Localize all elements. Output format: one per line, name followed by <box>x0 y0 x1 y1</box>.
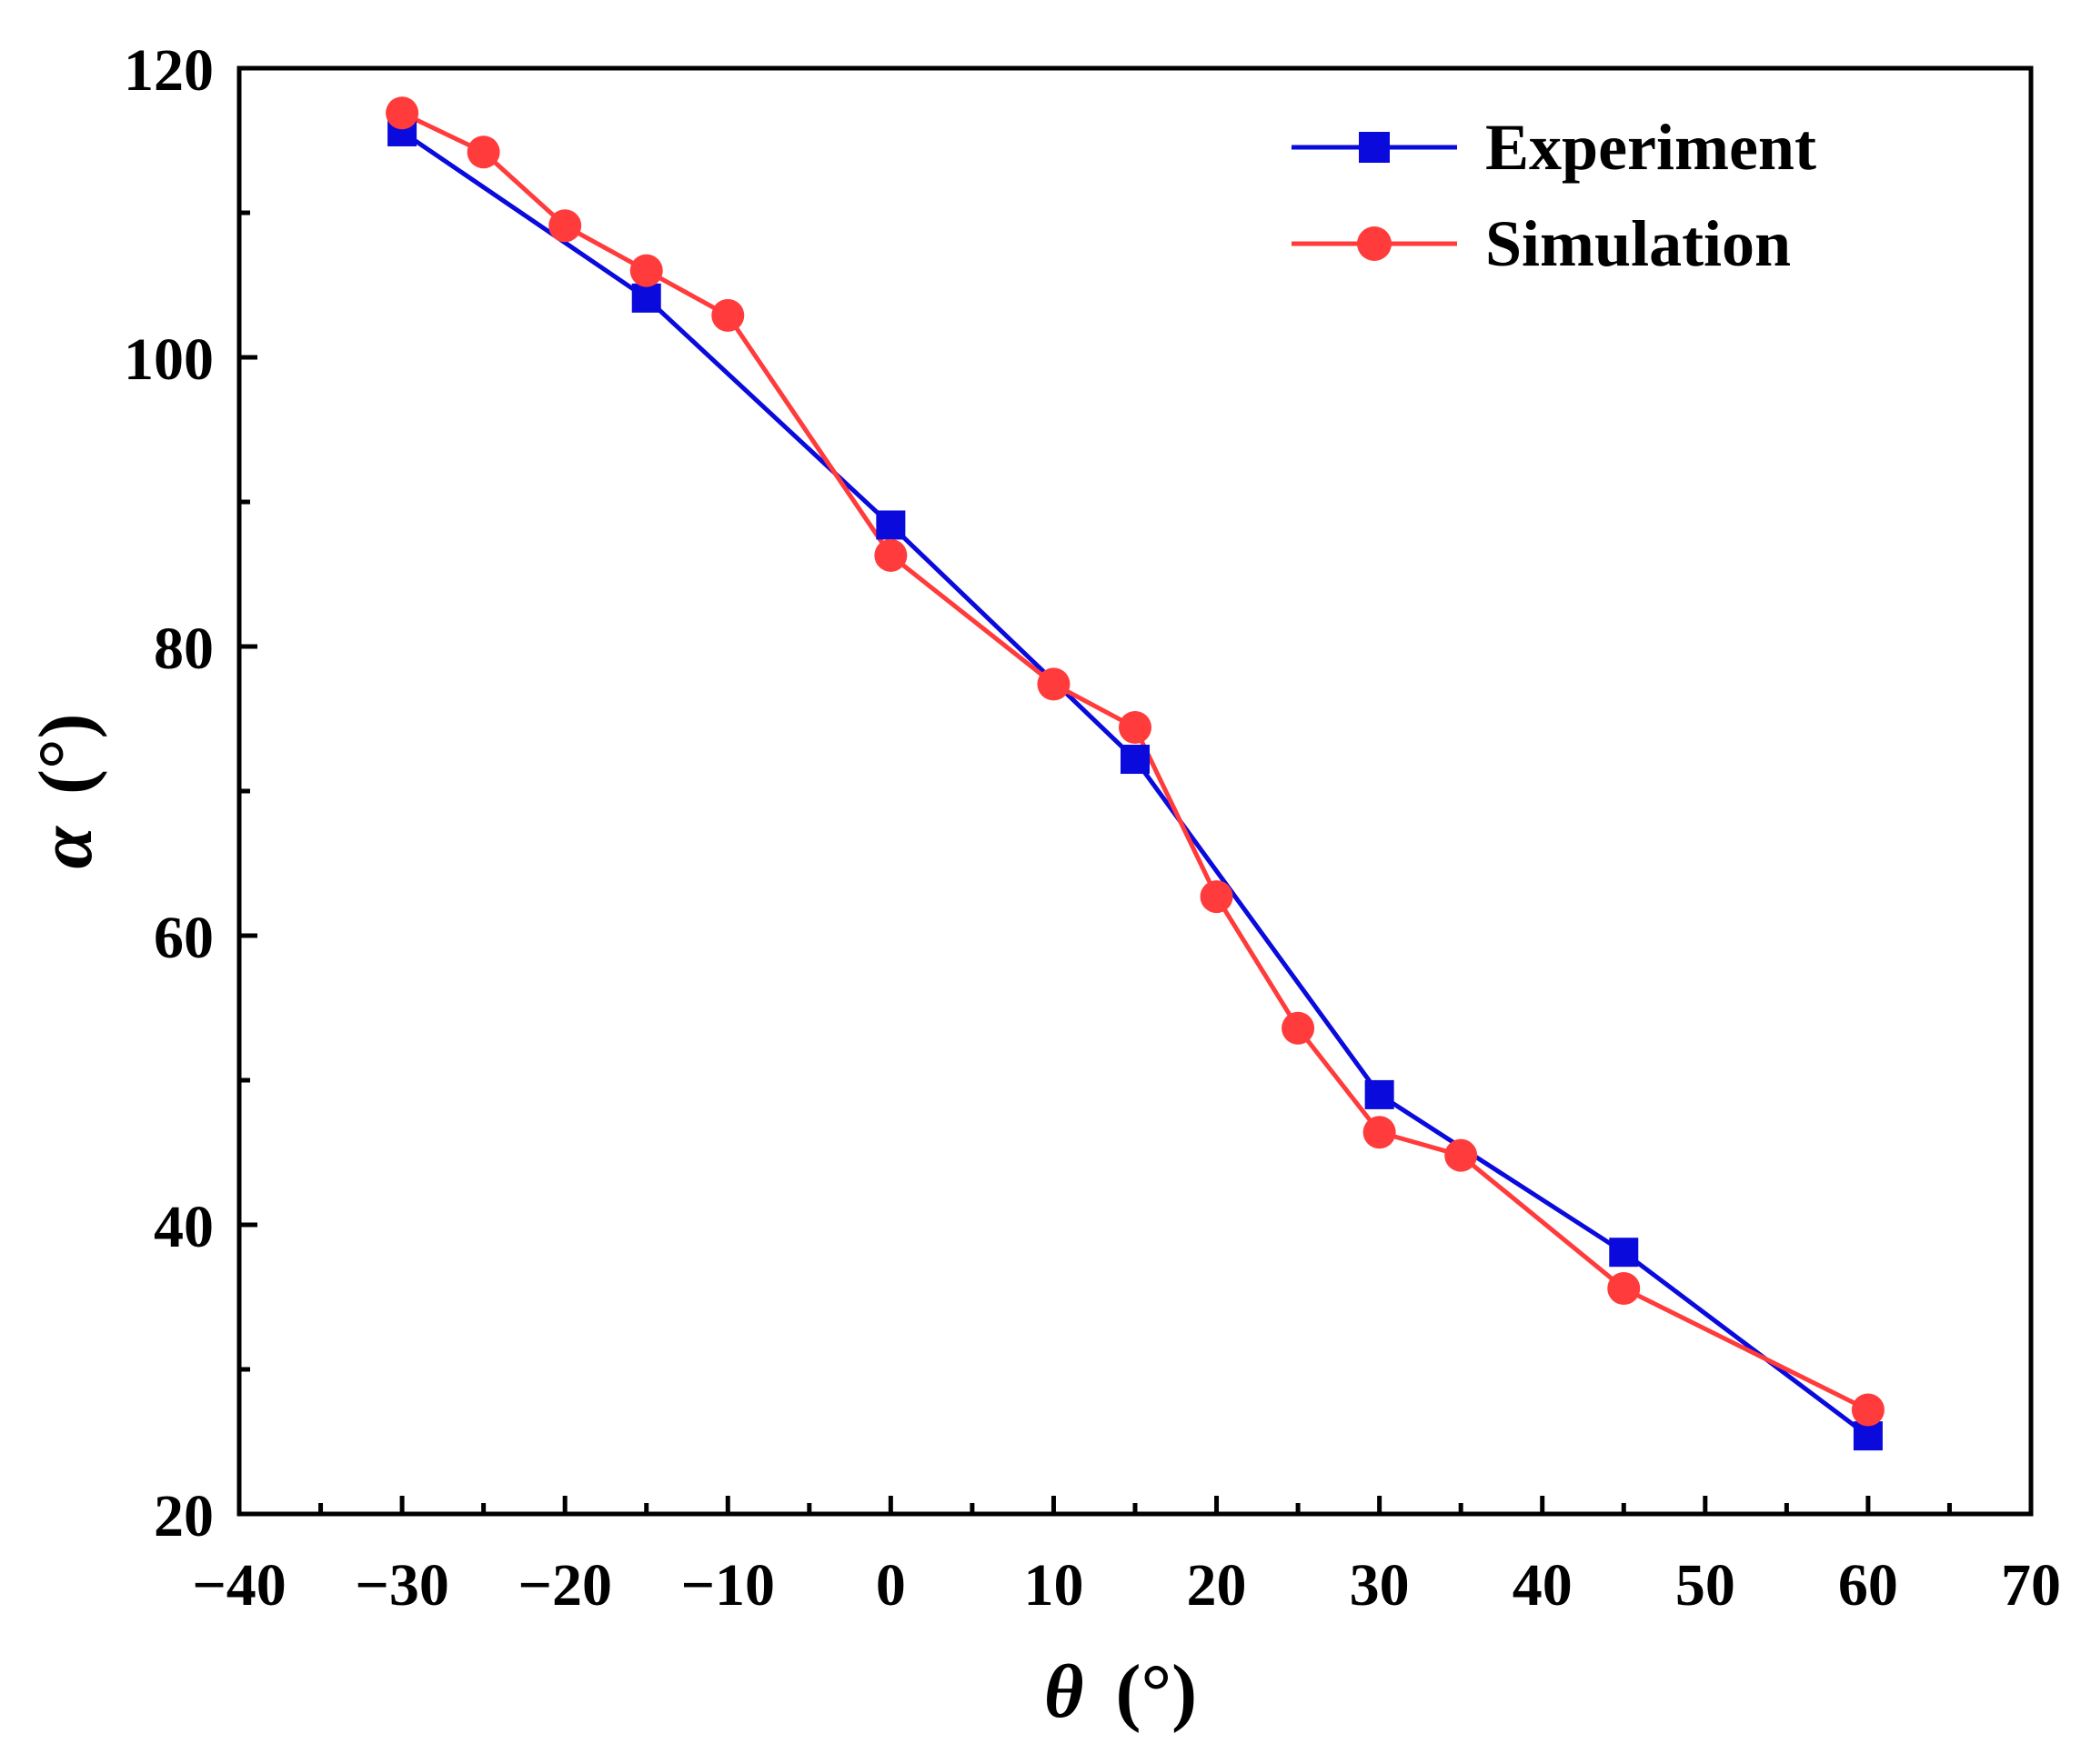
x-tick-label: 70 <box>2001 1552 2061 1619</box>
legend-label-experiment: Experiment <box>1485 111 1816 184</box>
axes: −40 −30 −20 −10 0 10 20 30 40 50 60 70 20 40 60 80 100 12… <box>124 37 2061 1619</box>
data-point-simulation <box>1282 1011 1315 1045</box>
x-tick-label: −30 <box>355 1552 449 1619</box>
y-axis-symbol: α <box>24 826 108 869</box>
x-tick-label: −10 <box>680 1552 775 1619</box>
y-tick-label: 80 <box>154 616 214 682</box>
x-tick-label: 0 <box>876 1552 906 1619</box>
series-layer <box>386 96 1885 1451</box>
data-point-simulation <box>386 96 419 130</box>
data-point-simulation <box>1362 1116 1396 1149</box>
data-point-simulation <box>467 135 500 169</box>
data-point-simulation <box>1444 1138 1478 1172</box>
y-tick-label: 120 <box>124 37 214 104</box>
data-point-experiment <box>1364 1079 1394 1109</box>
data-point-simulation <box>548 209 582 243</box>
data-point-experiment <box>631 283 661 313</box>
y-axis-unit: (°) <box>24 713 108 795</box>
legend-marker-experiment <box>1359 132 1390 163</box>
x-axis-symbol: θ <box>1044 1649 1084 1734</box>
legend-label-simulation: Simulation <box>1485 207 1791 280</box>
plot-frame <box>236 65 2034 1517</box>
x-tick-label: 30 <box>1350 1552 1410 1619</box>
data-point-simulation <box>711 298 745 332</box>
data-point-experiment <box>1121 745 1150 775</box>
data-point-simulation <box>1119 711 1151 745</box>
data-point-experiment <box>1609 1238 1639 1268</box>
data-point-simulation <box>1037 667 1071 701</box>
x-tick-label: −20 <box>518 1552 612 1619</box>
y-tick-label: 100 <box>124 326 214 393</box>
x-tick-label: 20 <box>1187 1552 1247 1619</box>
x-tick-label: 10 <box>1023 1552 1083 1619</box>
data-point-experiment <box>876 510 906 540</box>
y-tick-label: 20 <box>154 1483 214 1549</box>
legend-marker-simulation <box>1357 226 1392 261</box>
legend: Experiment Simulation <box>1292 111 1816 280</box>
x-tick-label: 60 <box>1838 1552 1898 1619</box>
x-axis-unit: (°) <box>1116 1649 1198 1734</box>
data-point-simulation <box>1200 880 1233 914</box>
x-tick-label: 50 <box>1675 1552 1735 1619</box>
data-point-simulation <box>629 254 663 287</box>
data-point-simulation <box>1851 1393 1885 1427</box>
data-point-simulation <box>1607 1271 1641 1305</box>
y-tick-label: 40 <box>154 1194 214 1260</box>
y-axis-label: α (°) <box>24 713 108 868</box>
x-axis-label: θ (°) <box>1044 1649 1197 1734</box>
x-tick-label: 40 <box>1513 1552 1573 1619</box>
x-tick-label: −40 <box>192 1552 287 1619</box>
y-tick-label: 60 <box>154 905 214 971</box>
data-point-simulation <box>874 538 908 572</box>
